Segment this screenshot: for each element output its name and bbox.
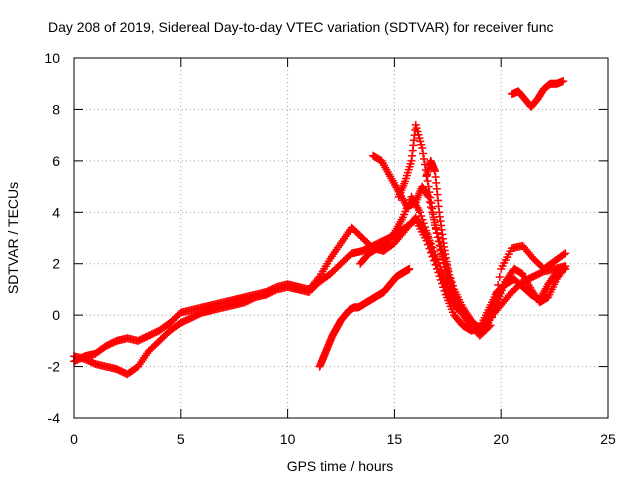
data-point [452,300,461,309]
x-axis-label: GPS time / hours [287,458,394,474]
data-point [418,215,427,224]
series-track-2 [70,213,570,366]
data-point [424,234,433,242]
x-tick-label: 10 [280,431,296,447]
data-point [559,77,568,86]
y-tick-labels: -4 -2 0 2 4 6 8 10 [44,50,60,426]
x-tick-labels: 0 5 10 15 20 25 [70,431,616,447]
data-point [432,229,441,238]
data-point [418,144,427,152]
chart-title: Day 208 of 2019, Sidereal Day-to-day VTE… [48,19,554,35]
y-axis-label: SDTVAR / TECUs [5,182,21,294]
data-point [419,155,428,164]
data-point [439,283,448,292]
data-point [426,193,435,202]
data-point [430,256,439,265]
data-point [430,215,439,224]
data-point [561,262,570,271]
y-tick-label: 0 [52,307,60,323]
series-track-8 [507,77,568,111]
data-point [419,219,428,228]
grid-lines [74,58,608,418]
x-tick-label: 5 [177,431,185,447]
data-point [559,250,568,259]
plot-frame [73,57,609,419]
y-tick-label: -2 [48,359,61,375]
y-tick-label: 6 [52,153,60,169]
data-point [422,226,431,235]
data-point [440,286,449,295]
data-point [433,264,442,273]
y-tick-label: -4 [48,410,61,426]
data-point [497,285,506,294]
x-tick-label: 25 [600,431,616,447]
series-track-3 [315,264,414,371]
data-point [423,230,432,239]
data-point [435,272,444,281]
data-point [417,211,426,220]
series-track-5 [369,151,570,335]
data-point [314,274,323,283]
data-point [405,264,414,273]
x-tick-label: 15 [387,431,403,447]
data-point [420,222,429,231]
data-point [428,247,437,256]
data-point [438,279,447,288]
data-point [431,260,440,269]
data-point [423,177,432,186]
series-track-7 [422,156,461,309]
data-series-layer [70,77,570,379]
y-tick-label: 4 [52,204,60,220]
data-point [561,249,570,258]
data-point [495,272,504,281]
data-point [424,182,433,191]
data-point [429,251,438,260]
data-point [419,149,428,158]
data-point [425,188,434,197]
x-tick-label: 20 [493,431,509,447]
data-point [427,199,436,208]
data-point [433,233,442,242]
y-tick-label: 8 [52,101,60,117]
data-point [434,268,443,277]
y-tick-label: 10 [44,50,60,66]
data-point [436,275,445,284]
data-point [434,237,443,246]
data-point [428,204,437,213]
x-tick-label: 0 [70,431,78,447]
data-point [560,264,569,273]
data-point [429,210,438,219]
data-point [425,238,434,247]
y-tick-label: 2 [52,256,60,272]
data-point [416,208,425,217]
data-point [427,242,436,251]
